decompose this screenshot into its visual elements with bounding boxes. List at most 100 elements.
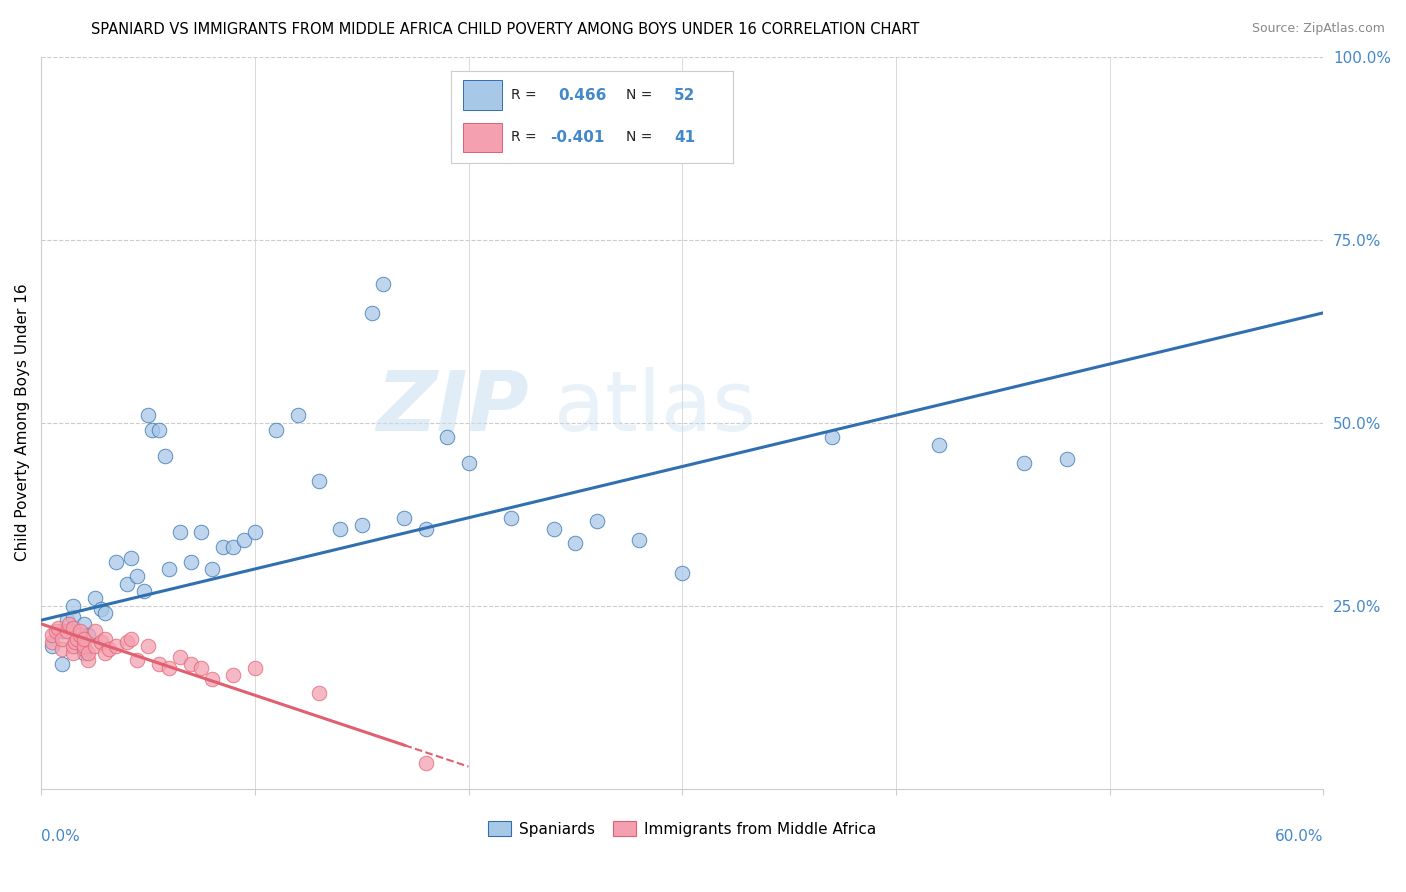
Point: [65, 635, 87, 649]
Point: [415, 522, 437, 536]
Point: [120, 632, 142, 646]
Text: Source: ZipAtlas.com: Source: ZipAtlas.com: [1251, 22, 1385, 36]
Point: [308, 474, 330, 488]
Point: [136, 639, 159, 653]
Point: [83, 639, 105, 653]
Point: [115, 635, 138, 649]
Point: [169, 649, 191, 664]
Point: [83, 591, 105, 606]
Point: [243, 661, 266, 675]
Point: [180, 555, 202, 569]
Point: [51, 642, 73, 657]
Point: [928, 437, 950, 451]
Point: [1056, 452, 1078, 467]
Point: [157, 661, 180, 675]
Point: [94, 646, 117, 660]
Point: [190, 525, 212, 540]
Point: [90, 602, 112, 616]
Point: [222, 540, 245, 554]
Point: [436, 430, 458, 444]
Point: [264, 423, 287, 437]
Point: [66, 632, 89, 646]
Point: [127, 653, 149, 667]
Point: [543, 522, 565, 536]
Point: [51, 632, 73, 646]
Point: [45, 624, 67, 639]
Point: [73, 646, 96, 660]
Point: [69, 635, 91, 649]
Point: [69, 624, 91, 639]
Point: [41, 628, 63, 642]
Point: [157, 562, 180, 576]
Point: [73, 616, 96, 631]
Point: [62, 646, 84, 660]
Point: [501, 510, 523, 524]
Point: [329, 522, 352, 536]
Point: [62, 621, 84, 635]
Point: [350, 518, 373, 533]
Point: [73, 642, 96, 657]
Point: [287, 409, 309, 423]
Point: [73, 632, 96, 646]
Point: [585, 515, 607, 529]
Point: [55, 624, 77, 639]
Point: [120, 551, 142, 566]
Point: [77, 628, 100, 642]
Point: [148, 423, 170, 437]
Text: 60.0%: 60.0%: [1275, 829, 1323, 844]
Point: [62, 599, 84, 613]
Point: [51, 624, 73, 639]
Point: [222, 668, 245, 682]
Point: [821, 430, 844, 444]
Point: [55, 613, 77, 627]
Point: [104, 555, 127, 569]
Point: [132, 583, 155, 598]
Legend: Spaniards, Immigrants from Middle Africa: Spaniards, Immigrants from Middle Africa: [482, 815, 882, 843]
Point: [233, 533, 256, 547]
Point: [46, 621, 69, 635]
Point: [136, 409, 159, 423]
Point: [98, 642, 121, 657]
Text: atlas: atlas: [554, 368, 756, 449]
Point: [153, 449, 176, 463]
Point: [628, 533, 651, 547]
Point: [83, 624, 105, 639]
Text: SPANIARD VS IMMIGRANTS FROM MIDDLE AFRICA CHILD POVERTY AMONG BOYS UNDER 16 CORR: SPANIARD VS IMMIGRANTS FROM MIDDLE AFRIC…: [91, 22, 920, 37]
Point: [394, 510, 416, 524]
Point: [90, 635, 112, 649]
Point: [77, 653, 100, 667]
Point: [190, 661, 212, 675]
Point: [94, 606, 117, 620]
Point: [148, 657, 170, 672]
Point: [62, 609, 84, 624]
Point: [51, 657, 73, 672]
Point: [371, 277, 394, 291]
Point: [308, 686, 330, 700]
Point: [58, 616, 80, 631]
Point: [415, 756, 437, 770]
Point: [201, 562, 224, 576]
Point: [169, 525, 191, 540]
Point: [457, 456, 479, 470]
Text: 0.0%: 0.0%: [41, 829, 80, 844]
Point: [361, 306, 384, 320]
Point: [41, 639, 63, 653]
Point: [115, 576, 138, 591]
Point: [94, 632, 117, 646]
Y-axis label: Child Poverty Among Boys Under 16: Child Poverty Among Boys Under 16: [15, 284, 30, 561]
Point: [243, 525, 266, 540]
Point: [77, 646, 100, 660]
Point: [671, 566, 693, 580]
Point: [564, 536, 586, 550]
Point: [201, 672, 224, 686]
Point: [141, 423, 163, 437]
Point: [180, 657, 202, 672]
Text: ZIP: ZIP: [375, 368, 529, 449]
Point: [127, 569, 149, 583]
Point: [69, 628, 91, 642]
Point: [62, 639, 84, 653]
Point: [104, 639, 127, 653]
Point: [211, 540, 233, 554]
Point: [73, 639, 96, 653]
Point: [1012, 456, 1035, 470]
